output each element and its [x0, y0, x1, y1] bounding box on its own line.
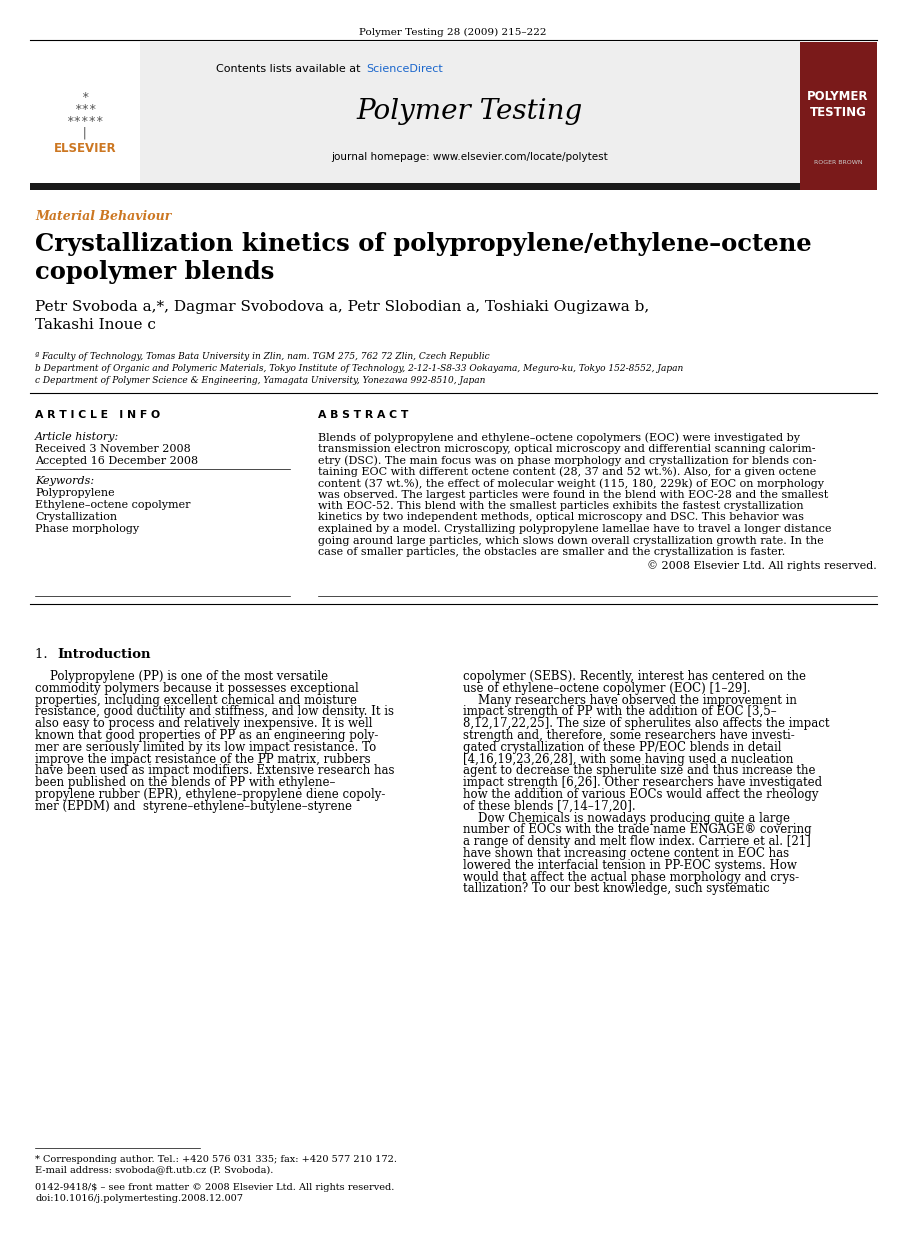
Text: * Corresponding author. Tel.: +420 576 031 335; fax: +420 577 210 172.: * Corresponding author. Tel.: +420 576 0… [35, 1155, 397, 1164]
Text: b Department of Organic and Polymeric Materials, Tokyo Institute of Technology, : b Department of Organic and Polymeric Ma… [35, 364, 683, 373]
Text: 0142-9418/$ – see front matter © 2008 Elsevier Ltd. All rights reserved.: 0142-9418/$ – see front matter © 2008 El… [35, 1184, 395, 1192]
Text: Introduction: Introduction [57, 647, 151, 661]
Text: explained by a model. Crystallizing polypropylene lamellae have to travel a long: explained by a model. Crystallizing poly… [318, 524, 832, 534]
Text: A B S T R A C T: A B S T R A C T [318, 410, 408, 420]
Text: © 2008 Elsevier Ltd. All rights reserved.: © 2008 Elsevier Ltd. All rights reserved… [648, 561, 877, 571]
Text: improve the impact resistance of the PP matrix, rubbers: improve the impact resistance of the PP … [35, 753, 371, 765]
Text: kinetics by two independent methods, optical microscopy and DSC. This behavior w: kinetics by two independent methods, opt… [318, 513, 804, 522]
Text: also easy to process and relatively inexpensive. It is well: also easy to process and relatively inex… [35, 717, 373, 730]
Text: agent to decrease the spherulite size and thus increase the: agent to decrease the spherulite size an… [463, 764, 815, 777]
Text: number of EOCs with the trade name ENGAGE® covering: number of EOCs with the trade name ENGAG… [463, 823, 812, 837]
Text: of these blends [7,14–17,20].: of these blends [7,14–17,20]. [463, 800, 636, 813]
Text: 8,12,17,22,25]. The size of spherulites also affects the impact: 8,12,17,22,25]. The size of spherulites … [463, 717, 830, 730]
Text: ScienceDirect: ScienceDirect [366, 64, 443, 74]
Text: Accepted 16 December 2008: Accepted 16 December 2008 [35, 456, 198, 465]
Bar [30, 183, 800, 189]
Text: E-mail address: svoboda@ft.utb.cz (P. Svoboda).: E-mail address: svoboda@ft.utb.cz (P. Sv… [35, 1165, 273, 1174]
Text: Polymer Testing: Polymer Testing [356, 98, 583, 125]
Text: have shown that increasing octene content in EOC has: have shown that increasing octene conten… [463, 847, 789, 860]
Text: resistance, good ductility and stiffness, and low density. It is: resistance, good ductility and stiffness… [35, 706, 394, 718]
Text: would that affect the actual phase morphology and crys-: would that affect the actual phase morph… [463, 870, 799, 884]
Text: Dow Chemicals is nowadays producing quite a large: Dow Chemicals is nowadays producing quit… [463, 812, 790, 825]
Text: transmission electron microscopy, optical microscopy and differential scanning c: transmission electron microscopy, optica… [318, 443, 815, 453]
Text: ELSEVIER: ELSEVIER [54, 142, 116, 155]
Text: gated crystallization of these PP/EOC blends in detail: gated crystallization of these PP/EOC bl… [463, 740, 782, 754]
Bar [140, 42, 800, 189]
Text: was observed. The largest particles were found in the blend with EOC-28 and the : was observed. The largest particles were… [318, 489, 828, 499]
Text: etry (DSC). The main focus was on phase morphology and crystallization for blend: etry (DSC). The main focus was on phase … [318, 456, 816, 465]
Text: how the addition of various EOCs would affect the rheology: how the addition of various EOCs would a… [463, 789, 818, 801]
Text: commodity polymers because it possesses exceptional: commodity polymers because it possesses … [35, 682, 359, 695]
Text: doi:10.1016/j.polymertesting.2008.12.007: doi:10.1016/j.polymertesting.2008.12.007 [35, 1193, 243, 1203]
Text: Polypropylene (PP) is one of the most versatile: Polypropylene (PP) is one of the most ve… [35, 670, 328, 683]
Text: ROGER BROWN: ROGER BROWN [814, 161, 863, 166]
Text: copolymer blends: copolymer blends [35, 260, 275, 284]
Text: Blends of polypropylene and ethylene–octene copolymers (EOC) were investigated b: Blends of polypropylene and ethylene–oct… [318, 432, 800, 442]
Text: Many researchers have observed the improvement in: Many researchers have observed the impro… [463, 693, 797, 707]
Text: POLYMER
TESTING: POLYMER TESTING [807, 90, 869, 120]
Text: Polypropylene: Polypropylene [35, 488, 114, 498]
Text: going around large particles, which slows down overall crystallization growth ra: going around large particles, which slow… [318, 536, 824, 546]
Text: properties, including excellent chemical and moisture: properties, including excellent chemical… [35, 693, 356, 707]
Text: Material Behaviour: Material Behaviour [35, 210, 171, 223]
Text: 1.: 1. [35, 647, 56, 661]
Text: Petr Svoboda a,*, Dagmar Svobodova a, Petr Slobodian a, Toshiaki Ougizawa b,: Petr Svoboda a,*, Dagmar Svobodova a, Pe… [35, 300, 649, 314]
Text: lowered the interfacial tension in PP-EOC systems. How: lowered the interfacial tension in PP-EO… [463, 859, 797, 872]
Text: Article history:: Article history: [35, 432, 119, 442]
Text: journal homepage: www.elsevier.com/locate/polytest: journal homepage: www.elsevier.com/locat… [332, 152, 609, 162]
Text: Received 3 November 2008: Received 3 November 2008 [35, 444, 190, 454]
Bar [800, 42, 877, 189]
Text: Keywords:: Keywords: [35, 475, 94, 487]
Text: c Department of Polymer Science & Engineering, Yamagata University, Yonezawa 992: c Department of Polymer Science & Engine… [35, 376, 485, 385]
Text: a range of density and melt flow index. Carriere et al. [21]: a range of density and melt flow index. … [463, 836, 811, 848]
Text: known that good properties of PP as an engineering poly-: known that good properties of PP as an e… [35, 729, 378, 742]
Text: [4,16,19,23,26,28], with some having used a nucleation: [4,16,19,23,26,28], with some having use… [463, 753, 794, 765]
Text: propylene rubber (EPR), ethylene–propylene diene copoly-: propylene rubber (EPR), ethylene–propyle… [35, 789, 385, 801]
Text: mer (EPDM) and  styrene–ethylene–butylene–styrene: mer (EPDM) and styrene–ethylene–butylene… [35, 800, 352, 813]
Text: have been used as impact modifiers. Extensive research has: have been used as impact modifiers. Exte… [35, 764, 395, 777]
Text: case of smaller particles, the obstacles are smaller and the crystallization is : case of smaller particles, the obstacles… [318, 547, 785, 557]
Text: *
***
*****
  |: * *** ***** | [66, 90, 103, 140]
Text: Crystallization: Crystallization [35, 513, 117, 522]
Text: taining EOC with different octene content (28, 37 and 52 wt.%). Also, for a give: taining EOC with different octene conten… [318, 467, 816, 477]
Text: content (37 wt.%), the effect of molecular weight (115, 180, 229k) of EOC on mor: content (37 wt.%), the effect of molecul… [318, 478, 824, 489]
Text: mer are seriously limited by its low impact resistance. To: mer are seriously limited by its low imp… [35, 740, 376, 754]
Text: Crystallization kinetics of polypropylene/ethylene–octene: Crystallization kinetics of polypropylen… [35, 232, 812, 256]
Text: copolymer (SEBS). Recently, interest has centered on the: copolymer (SEBS). Recently, interest has… [463, 670, 806, 683]
Text: A R T I C L E   I N F O: A R T I C L E I N F O [35, 410, 161, 420]
Text: Contents lists available at: Contents lists available at [216, 64, 364, 74]
Text: been published on the blends of PP with ethylene–: been published on the blends of PP with … [35, 776, 336, 789]
Text: tallization? To our best knowledge, such systematic: tallization? To our best knowledge, such… [463, 883, 770, 895]
Text: Phase morphology: Phase morphology [35, 524, 139, 534]
Text: Ethylene–octene copolymer: Ethylene–octene copolymer [35, 500, 190, 510]
Text: impact strength [6,26]. Other researchers have investigated: impact strength [6,26]. Other researcher… [463, 776, 822, 789]
Text: with EOC-52. This blend with the smallest particles exhibits the fastest crystal: with EOC-52. This blend with the smalles… [318, 501, 804, 511]
Text: Polymer Testing 28 (2009) 215–222: Polymer Testing 28 (2009) 215–222 [359, 28, 547, 37]
Text: strength and, therefore, some researchers have investi-: strength and, therefore, some researcher… [463, 729, 795, 742]
Text: impact strength of PP with the addition of EOC [3,5–: impact strength of PP with the addition … [463, 706, 776, 718]
Text: ª Faculty of Technology, Tomas Bata University in Zlin, nam. TGM 275, 762 72 Zli: ª Faculty of Technology, Tomas Bata Univ… [35, 352, 490, 361]
Text: use of ethylene–octene copolymer (EOC) [1–29].: use of ethylene–octene copolymer (EOC) [… [463, 682, 751, 695]
Text: Takashi Inoue c: Takashi Inoue c [35, 318, 156, 332]
